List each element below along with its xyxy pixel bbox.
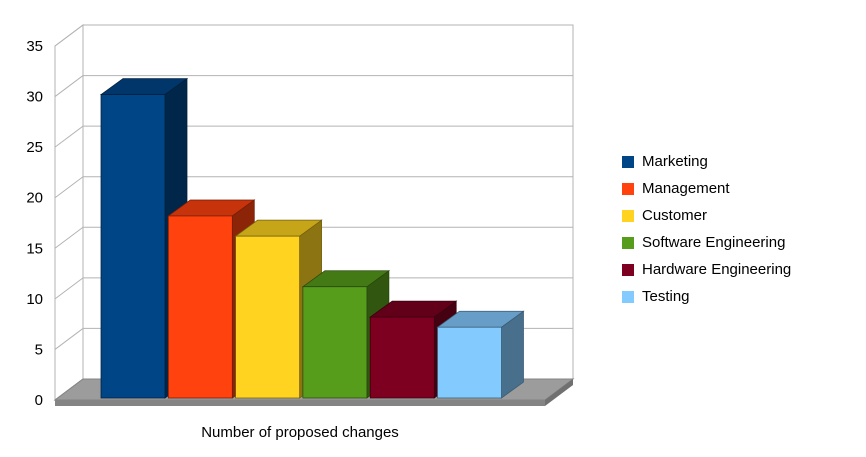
legend-label-software-engineering: Software Engineering — [642, 234, 786, 251]
bar-testing — [436, 310, 525, 399]
y-tick-label-25: 25 — [26, 139, 43, 156]
floor-front-edge — [55, 400, 545, 406]
floor-right-edge — [545, 379, 573, 406]
gridline-sidewall-15 — [54, 226, 84, 249]
y-tick-label-10: 10 — [26, 291, 43, 308]
chart-canvas: 0 5 10 15 20 25 30 35 — [26, 24, 575, 409]
legend-item-hardware-engineering: Hardware Engineering — [622, 256, 791, 283]
y-tick-label-0: 0 — [35, 392, 43, 409]
legend-item-marketing: Marketing — [622, 148, 791, 175]
legend-swatch-testing — [622, 290, 634, 303]
legend-swatch-management — [622, 182, 634, 195]
legend-item-software-engineering: Software Engineering — [622, 229, 791, 256]
y-tick-label-5: 5 — [35, 341, 43, 358]
legend-swatch-hardware-engineering — [622, 263, 634, 276]
left-wall — [54, 24, 84, 401]
bar-front-face — [369, 316, 435, 399]
legend-label-management: Management — [642, 180, 730, 197]
bars — [99, 77, 525, 399]
legend: Marketing Management Customer Software Engi… — [622, 148, 791, 310]
bar-front-face — [100, 94, 166, 399]
legend-label-marketing: Marketing — [642, 153, 708, 170]
legend-swatch-software-engineering — [622, 236, 634, 249]
y-axis-labels: 0 5 10 15 20 25 30 35 — [26, 38, 43, 409]
legend-item-customer: Customer — [622, 202, 791, 229]
bar-front-face — [235, 235, 300, 399]
legend-item-testing: Testing — [622, 283, 791, 310]
gridline-sidewall-20 — [54, 176, 84, 199]
x-axis-title: Number of proposed changes — [201, 424, 399, 441]
gridline-sidewall-25 — [54, 125, 84, 148]
bar-front-face — [302, 286, 368, 399]
gridline-sidewall-10 — [54, 277, 84, 300]
bar-front-face — [167, 215, 233, 399]
gridline-sidewall-5 — [54, 328, 84, 350]
y-tick-label-35: 35 — [26, 38, 43, 55]
legend-item-management: Management — [622, 175, 791, 202]
gridline-sidewall-30 — [54, 75, 84, 97]
legend-label-hardware-engineering: Hardware Engineering — [642, 261, 792, 278]
bar-front-face — [437, 326, 502, 399]
y-tick-label-30: 30 — [26, 89, 43, 106]
legend-label-customer: Customer — [642, 207, 708, 224]
legend-swatch-customer — [622, 209, 634, 222]
legend-swatch-marketing — [622, 155, 634, 168]
gridline-sidewall-35 — [54, 24, 84, 47]
y-tick-label-15: 15 — [26, 240, 43, 257]
y-tick-label-20: 20 — [26, 190, 43, 207]
legend-label-testing: Testing — [642, 288, 690, 305]
